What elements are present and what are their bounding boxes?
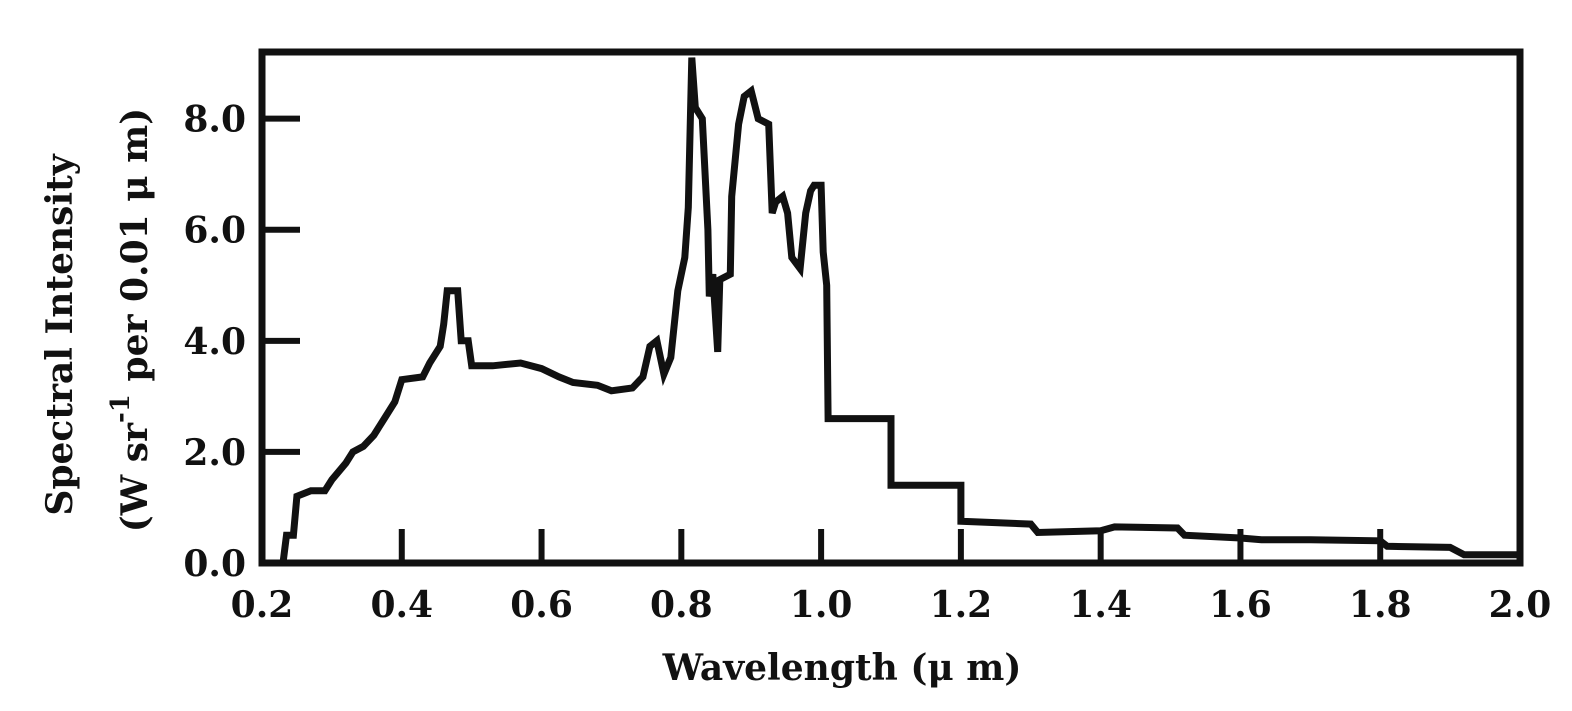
y-axis-title-line2-suffix: per 0.01 μ m) — [114, 108, 156, 394]
x-tick-label: 1.0 — [790, 584, 853, 626]
y-axis-title-exponent: -1 — [106, 394, 136, 423]
y-axis-title-line2-prefix: (W sr — [114, 422, 156, 532]
y-tick-label: 8.0 — [183, 99, 246, 141]
x-tick-label: 1.4 — [1069, 584, 1132, 626]
plot-frame — [258, 48, 1524, 567]
y-tick-label: 4.0 — [183, 321, 246, 363]
y-axis-ticks: 0.0 2.0 4.0 6.0 8.0 — [183, 99, 300, 585]
x-axis-ticks: 0.2 0.4 0.6 0.8 1.0 1.2 1.4 1.6 1.8 2.0 — [231, 529, 1552, 626]
x-tick-label: 1.8 — [1349, 584, 1412, 626]
x-tick-label: 2.0 — [1489, 584, 1552, 626]
x-tick-label: 1.2 — [930, 584, 993, 626]
y-tick-label: 2.0 — [183, 432, 246, 474]
x-tick-label: 1.6 — [1209, 584, 1272, 626]
plot-border — [258, 48, 1524, 567]
x-tick-label: 0.4 — [370, 584, 433, 626]
y-tick-label: 0.0 — [183, 543, 246, 585]
x-axis-title: Wavelength (μ m) — [662, 647, 1022, 689]
y-tick-label: 6.0 — [183, 210, 246, 252]
x-tick-label: 0.2 — [231, 584, 294, 626]
y-axis-title-line1: Spectral Intensity — [39, 153, 81, 515]
y-axis-title-line2: (W sr-1 per 0.01 μ m) — [106, 108, 156, 532]
spectrum-line — [279, 57, 1520, 564]
x-tick-label: 0.8 — [650, 584, 713, 626]
series-layer — [279, 57, 1520, 564]
x-tick-label: 0.6 — [510, 584, 573, 626]
